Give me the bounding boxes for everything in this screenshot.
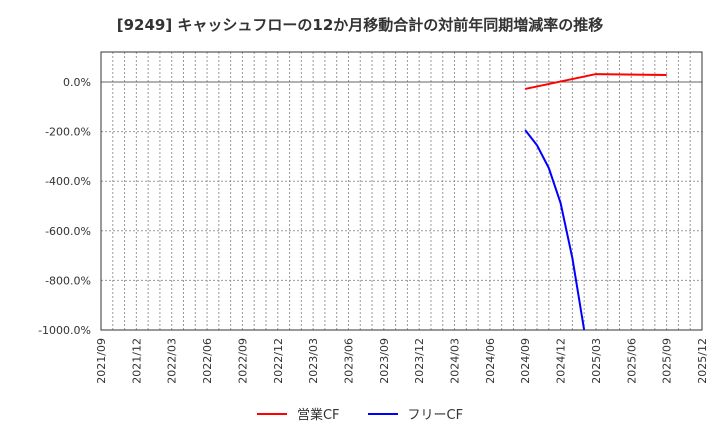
series-lines — [524, 73, 667, 330]
x-tick-label: 2022/06 — [201, 338, 214, 384]
x-tick-label: 2025/03 — [590, 338, 603, 384]
x-tick-label: 2024/06 — [484, 338, 497, 384]
legend-item-operating-cf: 営業CF — [256, 404, 340, 423]
y-tick-label: -800.0% — [45, 274, 91, 287]
plot-area-border — [100, 51, 703, 331]
x-tick-label: 2025/06 — [625, 338, 638, 384]
x-tick-label: 2022/09 — [236, 338, 249, 384]
x-tick-label: 2024/03 — [449, 338, 462, 384]
grid-lines — [101, 52, 702, 331]
x-tick-label: 2023/09 — [378, 338, 391, 384]
y-tick-label: 0.0% — [63, 76, 91, 89]
x-axis-ticks: 2021/09 2021/12 2022/03 2022/06 2022/09 2022/… — [95, 338, 709, 384]
y-tick-label: -200.0% — [45, 126, 91, 139]
x-tick-label: 2022/12 — [272, 338, 285, 384]
x-tick-label: 2024/09 — [519, 338, 532, 384]
x-tick-label: 2021/12 — [130, 338, 143, 384]
legend-label: 営業CF — [296, 408, 340, 423]
y-tick-label: -600.0% — [45, 225, 91, 238]
legend-swatch-red — [256, 412, 287, 415]
x-tick-label: 2025/09 — [661, 338, 674, 384]
y-axis-ticks: 0.0% -200.0% -400.0% -600.0% -800.0% -1000.0% — [38, 76, 91, 337]
y-tick-label: -400.0% — [45, 175, 91, 188]
x-tick-label: 2023/03 — [307, 338, 320, 384]
legend-swatch-blue — [367, 412, 398, 415]
x-tick-label: 2022/03 — [166, 338, 179, 384]
x-tick-label: 2024/12 — [555, 338, 568, 384]
legend: 営業CF フリーCF — [0, 404, 720, 423]
x-tick-label: 2023/12 — [413, 338, 426, 384]
chart-title: [9249] キャッシュフローの12か月移動合計の対前年同期増減率の推移 — [116, 16, 604, 34]
legend-item-free-cf: フリーCF — [367, 404, 464, 423]
x-tick-label: 2025/12 — [696, 338, 709, 384]
y-tick-label: -1000.0% — [38, 324, 91, 337]
series-line-free-cf — [524, 129, 586, 330]
legend-label: フリーCF — [407, 408, 464, 423]
series-line-operating-cf — [525, 73, 667, 90]
x-tick-label: 2021/09 — [95, 338, 108, 384]
x-tick-label: 2023/06 — [342, 338, 355, 384]
